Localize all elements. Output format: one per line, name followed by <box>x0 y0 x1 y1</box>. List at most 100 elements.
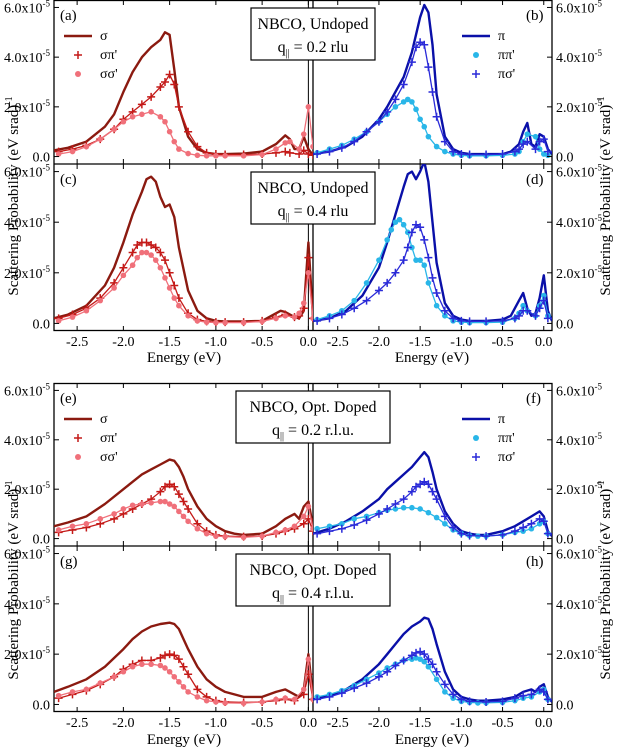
data-point <box>170 281 179 290</box>
data-point <box>449 147 458 156</box>
data-point <box>515 311 524 320</box>
data-point <box>498 530 507 539</box>
data-point <box>273 315 279 322</box>
data-point <box>161 651 169 660</box>
sample-name: NBCO, Opt. Doped <box>249 399 376 416</box>
data-point <box>166 128 173 135</box>
data-point <box>519 140 528 149</box>
data-point <box>532 133 539 140</box>
data-point <box>424 655 433 664</box>
data-point <box>363 280 370 286</box>
sample-name: NBCO, Undoped <box>257 16 368 33</box>
data-point <box>433 143 440 150</box>
data-point <box>442 689 448 695</box>
legend-swatch <box>74 434 82 442</box>
data-point <box>313 316 322 325</box>
data-point <box>120 506 127 512</box>
y-tick-label: 0.0 <box>556 151 574 166</box>
series-line <box>58 251 313 324</box>
series-line <box>313 3 552 156</box>
data-point <box>296 146 302 152</box>
data-point <box>296 310 302 317</box>
data-point <box>535 514 544 523</box>
data-point <box>510 147 519 156</box>
data-point <box>128 248 137 257</box>
data-point <box>161 482 169 491</box>
data-point <box>510 694 519 703</box>
x-tick-label: 0.0 <box>535 335 553 350</box>
data-point <box>97 297 104 304</box>
data-point <box>147 240 156 249</box>
data-point <box>543 147 552 156</box>
data-point <box>428 660 437 669</box>
y-tick-label: 0.0 <box>33 151 51 166</box>
data-point <box>259 151 265 158</box>
data-point <box>185 689 191 695</box>
y-tick-label: 0.0 <box>33 698 51 713</box>
legend-label: σπ' <box>100 48 117 63</box>
data-point <box>259 699 265 705</box>
data-point <box>539 517 548 526</box>
data-point <box>69 148 76 155</box>
data-point <box>282 313 289 319</box>
data-point <box>139 111 145 118</box>
x-tick-label: -0.5 <box>251 335 273 350</box>
data-point <box>156 653 165 662</box>
data-point <box>421 262 428 269</box>
data-point <box>148 499 154 506</box>
data-point <box>179 662 188 671</box>
data-point <box>157 264 164 271</box>
data-point <box>412 482 421 491</box>
panel-label: (g) <box>60 554 78 570</box>
data-point <box>134 254 141 261</box>
data-point <box>174 490 183 499</box>
x-tick-label: -1.5 <box>409 335 431 350</box>
data-point <box>350 684 359 693</box>
x-tick-label: -1.5 <box>409 716 431 731</box>
data-point <box>310 696 313 703</box>
series-line <box>313 616 552 703</box>
data-point <box>482 697 491 706</box>
data-point <box>282 695 289 701</box>
y-tick-label: 2.0x10-5 <box>4 645 50 663</box>
panel-e <box>54 458 313 541</box>
data-point <box>119 263 128 272</box>
data-point <box>440 306 449 315</box>
data-point <box>391 95 400 104</box>
data-point <box>400 504 407 511</box>
data-point <box>184 670 193 679</box>
data-point <box>55 151 62 157</box>
data-point <box>203 697 210 704</box>
data-point <box>166 285 173 291</box>
data-point <box>409 99 415 105</box>
legend-swatch <box>75 454 81 460</box>
data-point <box>412 220 421 229</box>
data-point <box>392 506 399 512</box>
data-point <box>374 117 383 126</box>
y-tick-label: 6.0x10-5 <box>4 163 50 181</box>
data-point <box>97 136 104 142</box>
data-point <box>222 700 228 706</box>
y-tick-label: 2.0x10-5 <box>4 264 50 282</box>
data-point <box>259 318 265 325</box>
x-tick-label: -2.5 <box>327 716 349 731</box>
y-tick-label: 2.0x10-5 <box>556 98 602 116</box>
data-point <box>194 694 201 700</box>
data-point <box>482 150 491 159</box>
data-point <box>523 137 532 146</box>
data-point <box>337 689 346 698</box>
data-point <box>510 527 519 536</box>
data-point <box>157 498 164 505</box>
data-point <box>337 143 346 152</box>
data-point <box>171 673 178 680</box>
data-point <box>120 668 127 675</box>
legend-swatch <box>473 435 479 441</box>
y-tick-label: 6.0x10-5 <box>556 163 602 181</box>
data-point <box>147 92 156 101</box>
data-point <box>457 695 466 704</box>
data-point <box>407 651 416 660</box>
y-tick-label: 4.0x10-5 <box>4 595 50 613</box>
data-point <box>282 140 289 146</box>
y-axis-title-left-lower: Scattering Probability (eV srad)-1 <box>4 480 22 679</box>
y-tick-label: 6.0x10-5 <box>4 545 50 563</box>
